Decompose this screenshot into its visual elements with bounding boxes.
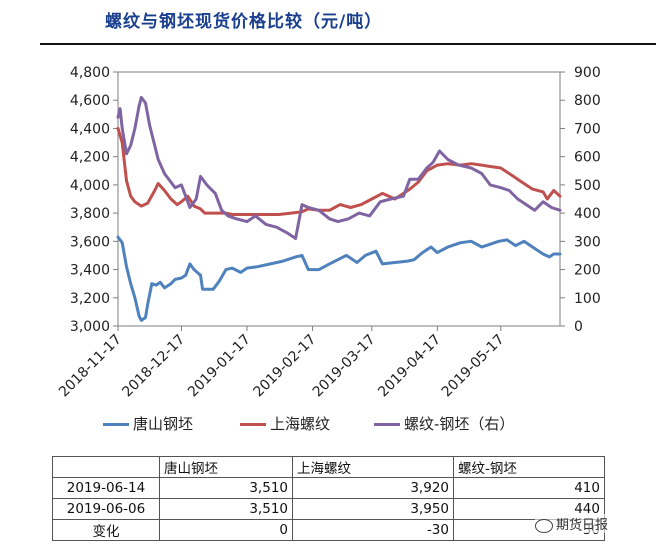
right-tick-label: 400 (574, 206, 601, 222)
table-cell: 410 (453, 477, 605, 499)
plot-frame (117, 71, 561, 327)
series-line-2 (116, 95, 562, 240)
x-tick-label: 2019-04-17 (375, 332, 444, 401)
left-tick-label: 4,400 (70, 121, 110, 137)
legend-item-tangshan: 唐山钢坯 (103, 413, 193, 434)
table-cell: 3,920 (292, 477, 454, 499)
table-row: 2019-06-06 3,510 3,950 440 (52, 498, 605, 520)
series-line-0 (116, 235, 562, 322)
x-tick-label: 2019-02-17 (251, 332, 320, 401)
table-cell: 2019-06-06 (52, 498, 160, 520)
watermark: 期货日报 (535, 514, 609, 533)
legend-swatch-tangshan (103, 423, 129, 426)
left-tick-label: 3,600 (70, 234, 110, 250)
left-tick-label: 4,800 (70, 65, 110, 81)
x-tick-label: 2019-05-17 (439, 332, 508, 401)
table-cell: 3,950 (292, 498, 454, 520)
x-tick-label: 2019-01-17 (185, 332, 254, 401)
right-tick-label: 300 (574, 234, 601, 250)
left-tick-label: 3,200 (70, 291, 110, 307)
left-tick-label: 4,200 (70, 150, 110, 166)
left-tick-label: 4,000 (70, 178, 110, 194)
table-cell: 3,510 (159, 477, 293, 499)
right-tick-label: 900 (574, 65, 601, 81)
right-tick-label: 700 (574, 121, 601, 137)
legend-item-spread: 螺纹-钢坯（右） (374, 413, 514, 434)
legend-label-spread: 螺纹-钢坯（右） (404, 415, 515, 433)
legend-swatch-spread (374, 423, 400, 426)
table-cell: -30 (292, 519, 454, 541)
legend-label-shanghai: 上海螺纹 (270, 415, 331, 433)
legend-item-shanghai: 上海螺纹 (240, 413, 330, 434)
x-tick-label: 2018-12-17 (119, 332, 188, 401)
table-cell: 0 (159, 519, 293, 541)
right-tick-label: 600 (574, 150, 601, 166)
table-cell: 2019-06-14 (52, 477, 160, 499)
table-row: 变化 0 -30 -30 (52, 519, 605, 541)
table-header-cell: 唐山钢坯 (159, 456, 293, 478)
legend-swatch-shanghai (240, 423, 266, 426)
x-tick-label: 2019-03-17 (310, 332, 379, 401)
left-tick-label: 3,400 (70, 263, 110, 279)
table-cell: 变化 (52, 519, 160, 541)
table-header-cell: 上海螺纹 (292, 456, 454, 478)
series-line-1 (116, 126, 562, 216)
right-tick-label: 100 (574, 291, 601, 307)
right-tick-label: 200 (574, 263, 601, 279)
table-cell: 3,510 (159, 498, 293, 520)
left-tick-label: 3,000 (70, 319, 110, 335)
price-table: 唐山钢坯 上海螺纹 螺纹-钢坯 2019-06-14 3,510 3,920 4… (52, 456, 605, 541)
table-header-cell (52, 456, 160, 478)
left-tick-label: 3,800 (70, 206, 110, 222)
wechat-icon (535, 518, 553, 533)
right-tick-label: 800 (574, 93, 601, 109)
title-rule (40, 43, 656, 45)
table-header-cell: 螺纹-钢坯 (453, 456, 605, 478)
table-row: 2019-06-14 3,510 3,920 410 (52, 477, 605, 499)
x-tick-label: 2018-11-17 (56, 332, 125, 401)
right-tick-label: 500 (574, 178, 601, 194)
table-header-row: 唐山钢坯 上海螺纹 螺纹-钢坯 (52, 456, 605, 478)
right-tick-label: 0 (574, 319, 583, 335)
legend-label-tangshan: 唐山钢坯 (133, 415, 194, 433)
watermark-text: 期货日报 (556, 518, 609, 533)
chart-series (116, 95, 562, 322)
left-tick-label: 4,600 (70, 93, 110, 109)
chart-title: 螺纹与钢坯现货价格比较（元/吨） (105, 12, 383, 32)
price-line-chart: 3,000 3,200 3,400 3,600 3,800 4,000 4,200 4,400… (56, 65, 601, 401)
